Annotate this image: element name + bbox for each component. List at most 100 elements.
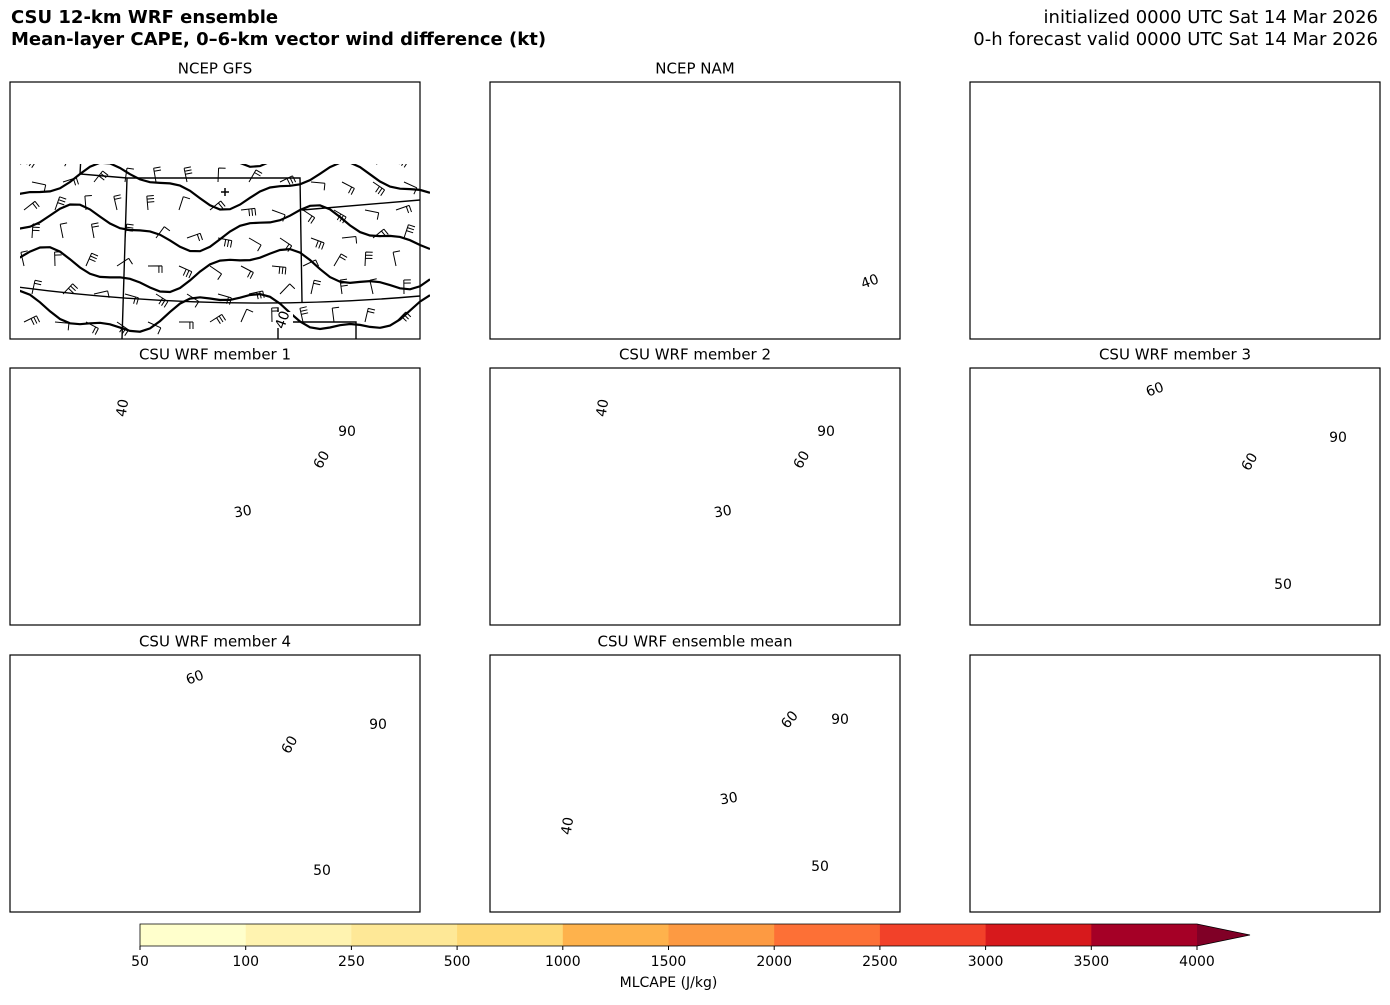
contour-label: 40 [114,398,133,418]
colorbar-tick-label: 500 [444,954,471,970]
contour-label: 40 [559,816,578,836]
wind-barb [310,181,326,191]
wind-barb [341,181,355,195]
contour-line [20,289,430,333]
state-border [121,177,128,340]
wind-barb [91,222,99,239]
wind-barb [178,265,193,279]
label-bg [113,400,133,416]
color-bin [1091,924,1198,946]
contour-label: 90 [369,717,387,733]
label-bg [1240,454,1260,470]
contour-label: 30 [233,503,253,522]
panel-title: NCEP GFS [178,60,253,78]
contour-label: 50 [313,863,331,879]
wind-barb [147,265,163,273]
wind-barb [209,313,227,324]
panel-frame [9,654,421,913]
panel-title: NCEP NAM [655,60,734,78]
contour-label: 90 [338,424,356,440]
colorbar: 50 100 250 500 1000 1500 2000 2500 3000 3500 4000 M… [131,923,1251,991]
panel-title: CSU WRF member 4 [139,633,291,651]
label-bg [593,400,613,416]
contour-label: 90 [817,424,835,440]
panel-frame [969,654,1381,913]
panel-frame [9,81,421,340]
wind-barb [395,204,412,214]
state-border [278,321,357,339]
colorbar-label: MLCAPE (J/kg) [620,975,718,991]
wind-barb [64,164,67,167]
init-time: initialized 0000 UTC Sat 14 Mar 2026 [1044,7,1378,28]
wind-barb [116,257,133,267]
map-panel: NCEP NAM 40 [489,60,901,340]
contour-label: 40 [272,309,293,331]
wind-barb [279,283,296,295]
contour-label: 50 [1274,577,1292,593]
colorbar-tick-label: 2500 [862,954,898,970]
color-bin [351,924,458,946]
wind-barb [271,265,287,275]
colorbar-tick-label: 100 [232,954,259,970]
wind-barb [209,200,226,211]
map-panel [969,81,1381,340]
wind-barb [372,181,386,196]
wind-barb [333,253,348,267]
color-bin [562,924,669,946]
wind-barb [179,321,194,329]
wind-barb [364,251,373,267]
label-bg [792,452,812,468]
wind-barb [155,226,171,239]
label-bg [810,859,830,875]
contour-label: 30 [719,790,739,809]
contour-line [20,164,430,211]
colorbar-tick-label: 1000 [545,954,581,970]
wind-barb [403,279,411,295]
wind-barb [23,315,41,326]
extend-arrow [1197,924,1250,946]
contour-label: 60 [279,733,302,756]
label-bg [1273,577,1293,593]
label-bg [860,274,880,290]
panel-title: CSU WRF ensemble mean [597,633,792,651]
contour-label: 90 [831,712,849,728]
wind-barb [364,209,380,220]
label-bg [312,863,332,879]
wind-barb [93,170,109,183]
contour-label: 30 [713,503,733,522]
label-bg [233,504,253,520]
color-bin [985,924,1092,946]
wind-barb [341,236,358,244]
color-bin [140,924,247,946]
wind-barb [364,307,376,323]
label-bg [1328,430,1348,446]
wind-barb [217,167,226,183]
color-bin [774,924,881,946]
valid-time: 0-h forecast valid 0000 UTC Sat 14 Mar 2… [973,29,1378,50]
wind-barb [299,306,309,323]
colorbar-tick-label: 3500 [1073,954,1109,970]
wind-barb [240,265,254,279]
wind-barb [271,307,279,323]
contour-label: 60 [311,448,334,471]
colorbar-tick-label: 2000 [756,954,792,970]
wind-barb [23,200,40,211]
contour-label: 40 [859,271,881,292]
map-content [20,164,430,340]
wind-barb [310,279,322,295]
label-bg [558,818,578,834]
wind-barb [85,252,99,267]
wind-barb [302,259,320,267]
map-panel [969,654,1381,913]
wind-barb [217,237,233,248]
contour-line [20,203,430,253]
panel-frame [969,81,1381,340]
label-bg [368,717,388,733]
wind-barb [279,175,297,186]
wind-barb [395,311,412,323]
wind-barb [240,207,257,217]
wind-barb [31,279,42,295]
